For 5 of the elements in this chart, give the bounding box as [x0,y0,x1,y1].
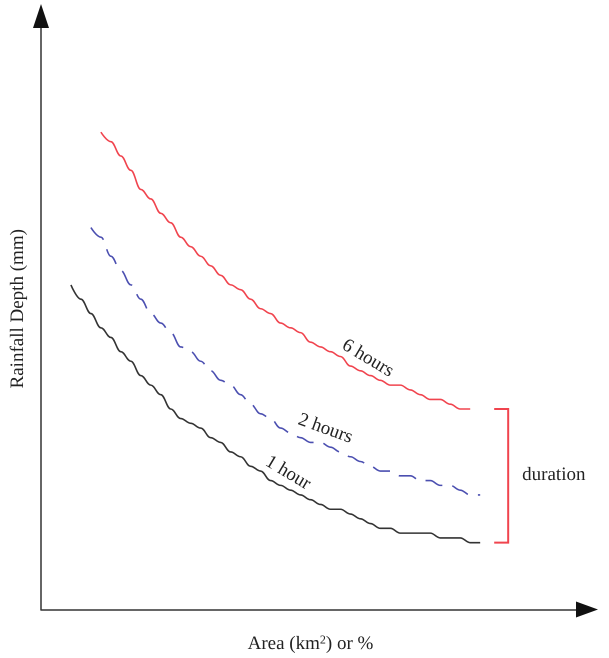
text: 1 hour [262,450,316,494]
text: 6 hours [338,334,398,382]
annotation: duration [522,464,586,486]
y-axis-title: Rainfall Depth (mm) [7,229,28,388]
text: 2 hours [295,408,356,448]
